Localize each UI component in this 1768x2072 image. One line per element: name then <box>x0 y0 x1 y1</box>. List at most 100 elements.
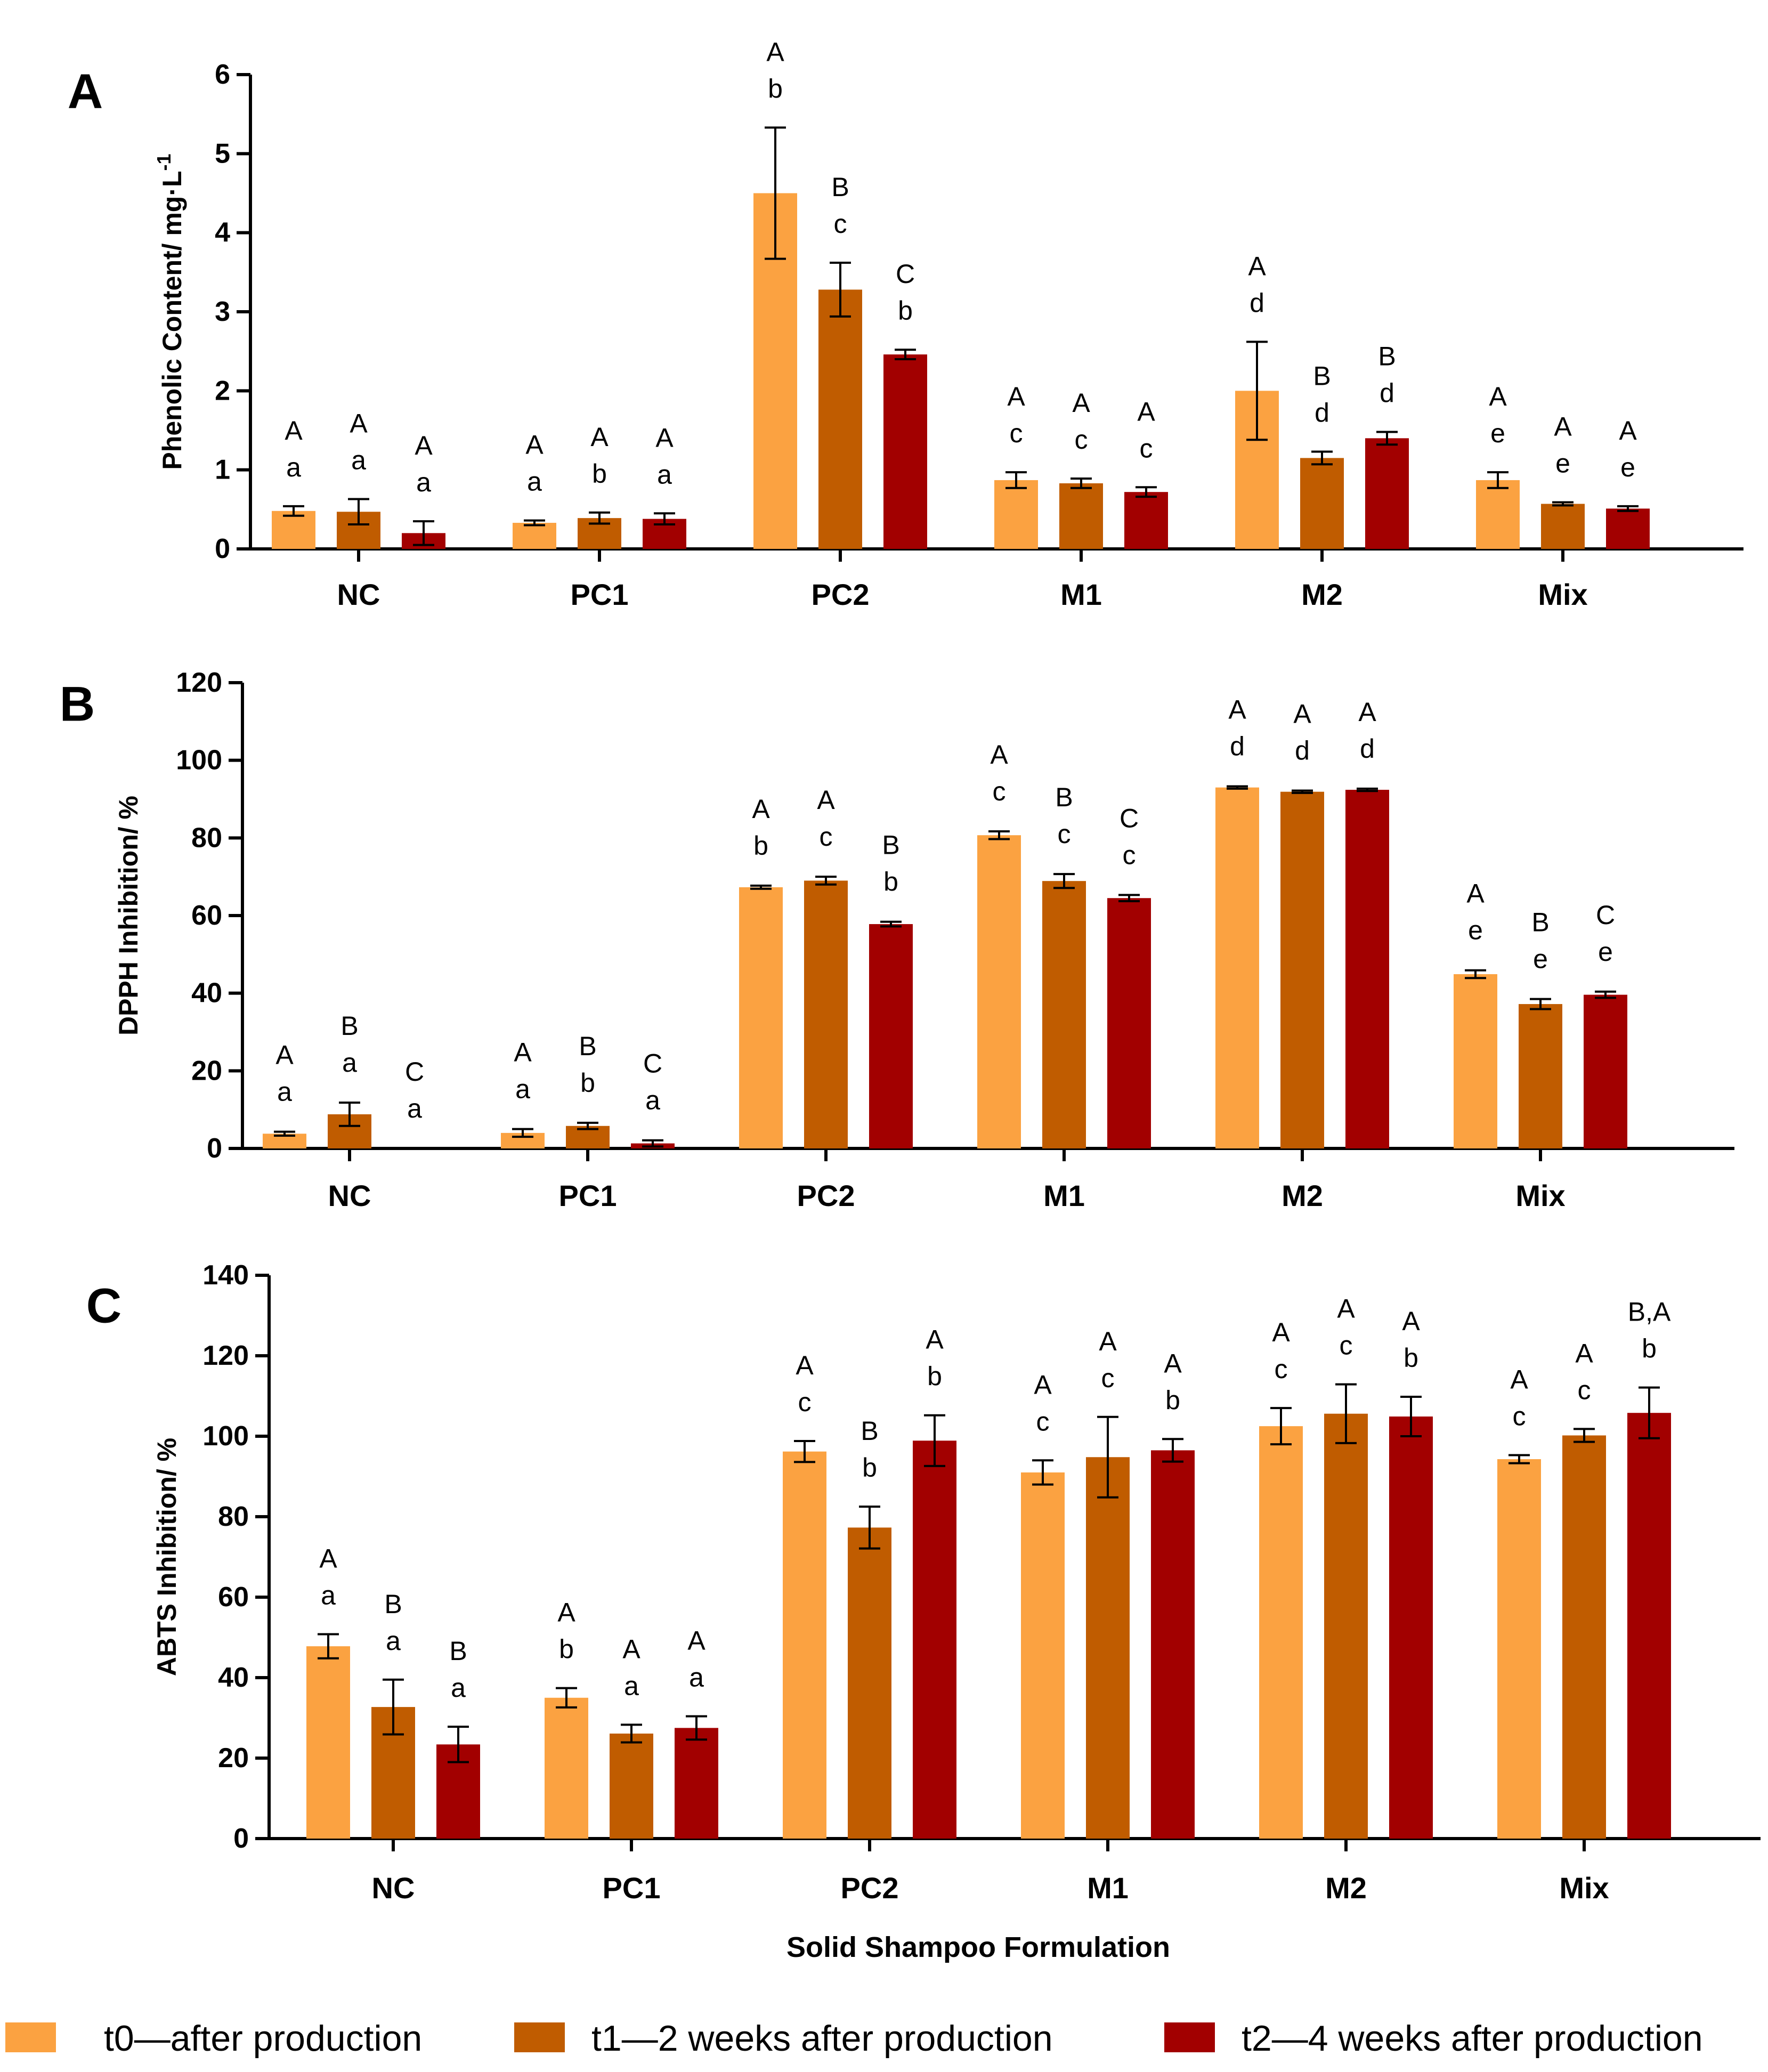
significance-upper-letter: C <box>1596 900 1615 930</box>
significance-lower-letter: a <box>351 446 366 475</box>
significance-upper-letter: A <box>1510 1364 1528 1394</box>
bar-M2-t2 <box>1345 790 1389 1148</box>
significance-upper-letter: A <box>1099 1326 1117 1356</box>
significance-lower-letter: d <box>1250 288 1264 318</box>
significance-lower-letter: d <box>1230 731 1245 761</box>
significance-lower-letter: c <box>1578 1375 1591 1405</box>
significance-lower-letter: c <box>1275 1354 1288 1384</box>
significance-lower-letter: a <box>624 1671 639 1701</box>
significance-upper-letter: C <box>896 259 915 289</box>
significance-upper-letter: A <box>1554 411 1572 441</box>
significance-lower-letter: c <box>1340 1331 1353 1361</box>
y-tick-label: 40 <box>218 1662 249 1693</box>
x-category-label: M2 <box>1282 1179 1323 1212</box>
significance-lower-letter: a <box>321 1580 336 1610</box>
significance-upper-letter: A <box>350 409 368 439</box>
significance-lower-letter: e <box>1533 944 1548 974</box>
significance-lower-letter: d <box>1315 398 1329 428</box>
y-axis-title: ABTS Inhibition/ % <box>152 1438 182 1676</box>
x-category-label: PC2 <box>797 1179 855 1212</box>
significance-upper-letter: A <box>1248 251 1266 281</box>
significance-lower-letter: b <box>768 74 783 103</box>
significance-upper-letter: A <box>285 416 303 446</box>
significance-lower-letter: c <box>1010 418 1023 448</box>
significance-upper-letter: A <box>1228 694 1246 724</box>
significance-lower-letter: a <box>277 1077 292 1107</box>
y-axis-title-superscript: -1 <box>153 153 175 171</box>
significance-upper-letter: A <box>926 1325 944 1355</box>
y-tick-label: 40 <box>191 978 222 1009</box>
significance-upper-letter: A <box>1137 396 1155 426</box>
bar-NC-t0 <box>272 511 315 549</box>
bar-PC1-t0 <box>545 1697 588 1839</box>
bar-M1-t2 <box>1124 492 1168 549</box>
x-category-label: PC1 <box>559 1179 617 1212</box>
y-tick-label: 2 <box>215 375 230 406</box>
significance-upper-letter: A <box>1575 1338 1593 1368</box>
significance-upper-letter: A <box>1466 879 1485 909</box>
significance-lower-letter: c <box>820 822 833 852</box>
bar-PC2-t1 <box>804 880 848 1148</box>
bar-PC1-t0 <box>513 523 556 549</box>
significance-upper-letter: B <box>882 830 899 860</box>
bar-M2-t2 <box>1389 1417 1433 1839</box>
significance-upper-letter: A <box>1402 1306 1420 1336</box>
bar-M1-t0 <box>994 480 1038 549</box>
y-tick-label: 120 <box>176 667 222 698</box>
bar-Mix-t1 <box>1562 1435 1606 1839</box>
significance-lower-letter: a <box>342 1048 357 1078</box>
y-axis-title: DPPH Inhibition/ % <box>113 796 143 1035</box>
y-tick-label: 80 <box>191 822 222 853</box>
significance-upper-letter: B <box>579 1031 596 1061</box>
y-tick-label: 1 <box>215 455 230 485</box>
significance-lower-letter: b <box>580 1068 595 1098</box>
significance-lower-letter: a <box>657 459 672 489</box>
significance-upper-letter: B <box>831 172 849 202</box>
significance-upper-letter: B <box>340 1011 358 1041</box>
bar-PC2-t2 <box>869 924 913 1148</box>
significance-lower-letter: c <box>993 776 1006 806</box>
significance-upper-letter: A <box>817 785 835 815</box>
bar-M1-t2 <box>1107 898 1151 1148</box>
significance-lower-letter: a <box>689 1662 704 1692</box>
bar-M2-t1 <box>1300 458 1344 549</box>
significance-lower-letter: a <box>645 1086 660 1115</box>
y-tick-label: 20 <box>191 1055 222 1086</box>
significance-lower-letter: b <box>753 831 768 861</box>
legend-swatch-t2 <box>1164 2022 1215 2052</box>
significance-upper-letter: A <box>557 1598 575 1628</box>
bar-PC2-t2 <box>883 354 927 549</box>
significance-lower-letter: c <box>1036 1406 1050 1436</box>
bar-PC2-t0 <box>739 887 783 1148</box>
significance-lower-letter: c <box>798 1387 812 1417</box>
bar-M1-t1 <box>1086 1457 1130 1839</box>
significance-lower-letter: c <box>1513 1401 1526 1431</box>
bar-M2-t2 <box>1365 438 1409 549</box>
y-axis-title: Phenolic Content/ mg·L-1 <box>153 153 188 470</box>
y-tick-label: 0 <box>233 1823 249 1854</box>
significance-lower-letter: b <box>1404 1343 1418 1373</box>
significance-lower-letter: b <box>883 867 898 897</box>
significance-upper-letter: A <box>514 1038 532 1067</box>
significance-upper-letter: B <box>449 1636 467 1666</box>
y-tick-label: 0 <box>215 533 230 564</box>
significance-upper-letter: A <box>655 423 674 452</box>
y-tick-label: 100 <box>202 1421 249 1452</box>
significance-lower-letter: a <box>527 467 542 497</box>
significance-upper-letter: C <box>405 1057 424 1087</box>
significance-lower-letter: a <box>416 467 431 497</box>
bar-Mix-t0 <box>1476 480 1520 549</box>
significance-lower-letter: b <box>559 1634 574 1664</box>
significance-lower-letter: d <box>1295 735 1310 765</box>
y-tick-label: 120 <box>202 1340 249 1371</box>
y-tick-label: 3 <box>215 296 230 327</box>
significance-upper-letter: A <box>590 422 609 452</box>
bar-Mix-t1 <box>1541 504 1585 549</box>
bar-M2-t0 <box>1215 787 1259 1148</box>
significance-lower-letter: c <box>1140 433 1153 463</box>
significance-upper-letter: B <box>1313 361 1331 391</box>
bar-PC2-t0 <box>783 1451 826 1839</box>
